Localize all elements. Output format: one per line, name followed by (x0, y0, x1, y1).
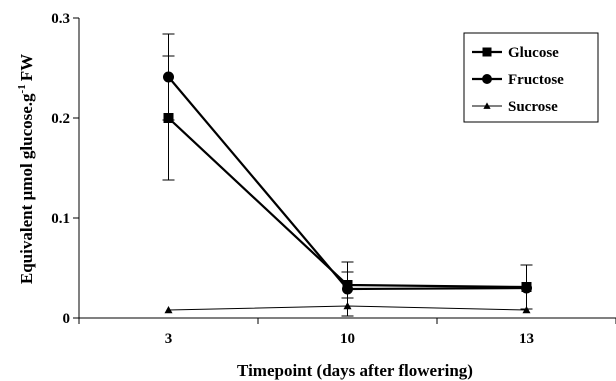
data-point-circle (521, 282, 532, 294)
y-tick-label: 0.2 (51, 111, 70, 127)
data-point-circle (482, 74, 492, 84)
y-axis-title-unit: FW (17, 54, 36, 81)
data-point-triangle (522, 306, 531, 314)
legend-item-glucose: Glucose (472, 45, 559, 61)
x-tick-label: 3 (165, 331, 173, 347)
legend-label: Glucose (508, 45, 559, 61)
axes (78, 18, 616, 319)
series-fructose (162, 33, 532, 317)
legend: Glucose Fructose Sucrose (463, 32, 599, 123)
legend-label: Fructose (508, 72, 564, 88)
y-tick-label: 0 (63, 311, 71, 327)
y-tick-label: 0.3 (51, 11, 70, 27)
data-point-triangle (343, 302, 352, 310)
legend-label: Sucrose (508, 99, 558, 115)
legend-item-sucrose: Sucrose (472, 99, 558, 115)
data-point-circle (342, 283, 353, 295)
y-tick-label: 0.1 (51, 211, 70, 227)
series-sucrose (164, 302, 531, 314)
y-axis-title-superscript: -1 (16, 84, 28, 93)
x-axis-title: Timepoint (days after flowering) (237, 361, 473, 380)
series-group (162, 33, 533, 317)
data-point-square (482, 47, 492, 57)
data-point-triangle (483, 102, 491, 109)
x-tick-label: 13 (519, 331, 534, 347)
data-point-triangle (164, 306, 173, 314)
data-point-circle (163, 71, 174, 83)
y-ticks: 0 0.1 0.2 0.3 (51, 11, 79, 327)
y-axis-title-main: Equivalent µmol glucose.g (17, 93, 36, 284)
y-axis-title: Equivalent µmol glucose.g-1 FW (16, 54, 36, 284)
x-tick-label: 10 (340, 331, 355, 347)
x-ticks: 3 10 13 (78, 318, 616, 347)
legend-item-fructose: Fructose (472, 72, 564, 88)
